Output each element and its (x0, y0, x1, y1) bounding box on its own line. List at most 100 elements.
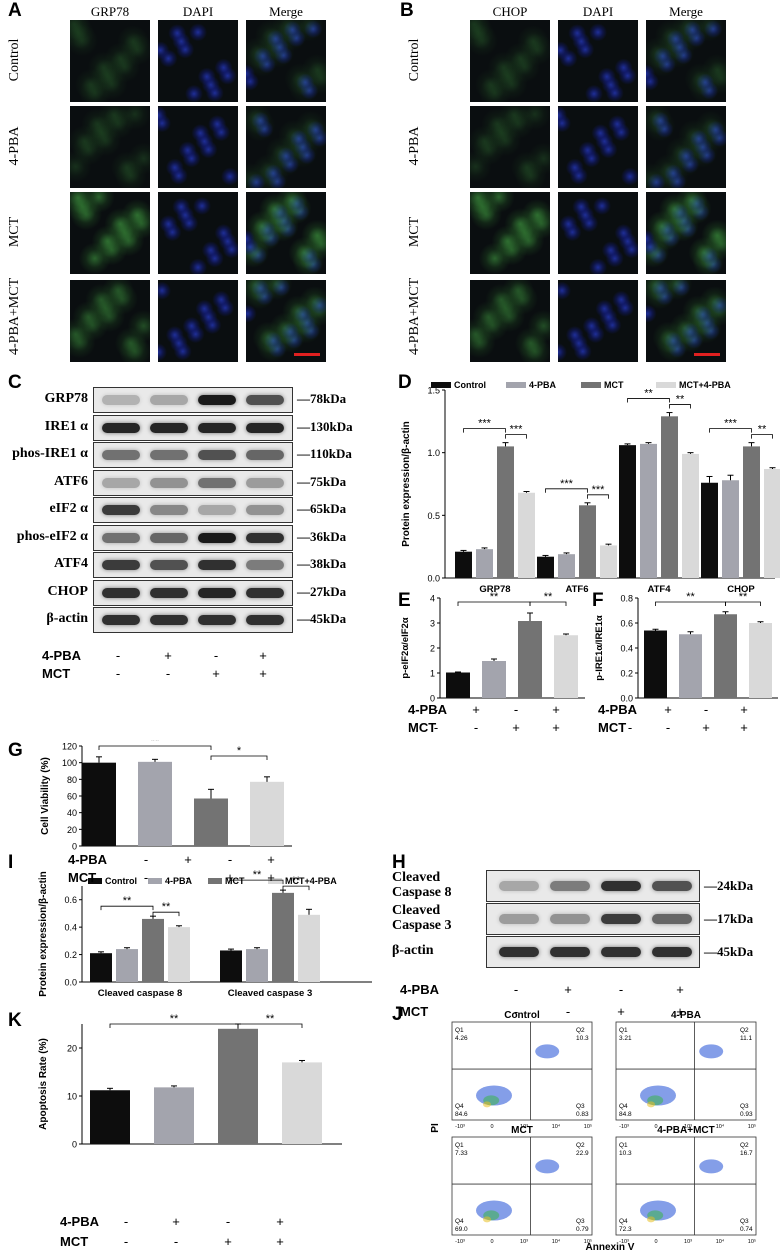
panel-b-row-label: Control (407, 38, 422, 82)
panel-a-image-tile (70, 20, 150, 102)
panel-b-image-tile (558, 280, 638, 362)
blot-band (246, 532, 284, 543)
panel-a-image-tile (70, 106, 150, 188)
quadrant-percent: 4.26 (455, 1035, 468, 1042)
flow-plot-frame (451, 1021, 593, 1121)
legend-swatch (656, 382, 676, 388)
panel-c-label: C (8, 372, 22, 393)
bar (537, 556, 554, 578)
blot-band (198, 532, 236, 543)
quadrant-percent: 0.74 (740, 1226, 753, 1233)
bar (749, 623, 772, 698)
blot-band (550, 914, 590, 924)
pba-row-label: 4-PBA (400, 982, 440, 997)
panel-i-label: I (8, 852, 14, 873)
blot-row-label: phos-eIF2 α (16, 528, 88, 544)
y-tick-label: 0.2 (620, 669, 633, 679)
panel-h-label: H (392, 852, 406, 873)
pba-row-label: 4-PBA (60, 1214, 100, 1229)
x-tick-label: -10³ (455, 1239, 465, 1245)
x-tick-label: -10³ (619, 1124, 629, 1130)
chart-k: 0 10 20 Apoptosis Rate (%) ** ** (38, 1013, 342, 1150)
pba-sign: + (267, 852, 275, 867)
mct-sign: + (552, 720, 560, 735)
blot-band (150, 422, 188, 433)
blot-band (102, 477, 140, 488)
pba-sign: - (143, 852, 149, 867)
pba-sign: + (472, 702, 480, 717)
panel-b-row-label: 4-PBA+MCT (407, 277, 422, 355)
panel-b-image-tile (470, 106, 550, 188)
flow-plot-frame (615, 1021, 757, 1121)
y-tick-label: 0.0 (427, 574, 440, 584)
panel-e-label: E (398, 590, 411, 611)
blot-row-label: GRP78 (44, 391, 88, 406)
bar (619, 445, 636, 578)
flow-plot-title: 4-PBA+MCT (657, 1125, 715, 1136)
panel-b-row-label: MCT (407, 216, 422, 248)
blot-kda-label: —130kDa (297, 418, 353, 434)
sig-bracket (529, 601, 567, 606)
blot-band (499, 947, 539, 957)
panel-d-label: D (398, 372, 412, 393)
blot-strip (93, 497, 293, 523)
sig-label: ** (292, 875, 301, 887)
mct-sign: + (702, 720, 710, 735)
sig-bracket (709, 428, 752, 433)
x-tick-label: 10³ (684, 1239, 692, 1245)
x-tick-label: 0 (490, 1239, 493, 1245)
blot-band (198, 395, 236, 405)
pba-sign: - (213, 648, 219, 663)
panel-a-row-label: 4-PBA (7, 126, 22, 166)
panel-a-row-label: MCT (7, 216, 22, 248)
flow-plot-title: 4-PBA (671, 1010, 701, 1021)
panel-b-image-tile (646, 106, 726, 188)
quadrant-name: Q2 (576, 1027, 585, 1034)
sig-bracket (627, 398, 670, 403)
bar (482, 661, 506, 698)
pba-sign: + (740, 702, 748, 717)
quadrant-name: Q4 (619, 1218, 628, 1225)
pba-sign: + (676, 982, 684, 997)
flow-plot-title: Control (504, 1010, 540, 1021)
legend-swatch (431, 382, 451, 388)
mct-row-label: MCT (60, 1234, 89, 1249)
panel-b-col-header: DAPI (582, 4, 614, 19)
panel-b-image-tile (470, 280, 550, 362)
chart-d: 0.0 0.5 1.0 1.5 Protein expression/β-actin Co… (401, 380, 780, 595)
sig-bracket (152, 911, 180, 917)
blot-kda-label: —45kDa (297, 611, 347, 626)
mct-sign: + (617, 1004, 625, 1019)
sig-bracket (230, 879, 284, 885)
bar (554, 635, 578, 698)
quadrant-name: Q1 (455, 1027, 464, 1034)
blot-kda-label: —38kDa (297, 556, 347, 571)
quadrant-name: Q1 (619, 1142, 628, 1149)
blot-band (102, 505, 140, 515)
bar (743, 446, 760, 578)
blot-kda-label: —24kDa (704, 878, 754, 893)
mct-sign: - (473, 720, 479, 735)
blot-row-label: eIF2 α (49, 501, 88, 516)
bar (518, 492, 535, 578)
sig-bracket (751, 434, 773, 439)
mct-sign: - (627, 720, 633, 735)
bar (282, 1062, 322, 1144)
panel-j-label: J (392, 1004, 403, 1025)
legend-label: MCT+4-PBA (285, 876, 337, 886)
quadrant-percent: 7.33 (455, 1150, 468, 1157)
mct-sign: + (676, 1004, 684, 1019)
blot-band (246, 560, 284, 570)
bar (518, 621, 542, 698)
sig-label: *** (560, 478, 574, 490)
blot-row-label: Caspase 3 (392, 918, 452, 933)
mct-row-label: MCT (408, 720, 437, 735)
panel-a-row-label: Control (7, 38, 22, 82)
mct-sign: - (123, 1234, 129, 1249)
blot-kda-label: —45kDa (704, 944, 754, 959)
pba-row-label: 4-PBA (68, 852, 108, 867)
quadrant-percent: 72.3 (619, 1226, 632, 1233)
y-tick-label: 0.4 (620, 644, 633, 654)
blot-band (150, 615, 188, 625)
pba-sign: - (513, 982, 519, 997)
